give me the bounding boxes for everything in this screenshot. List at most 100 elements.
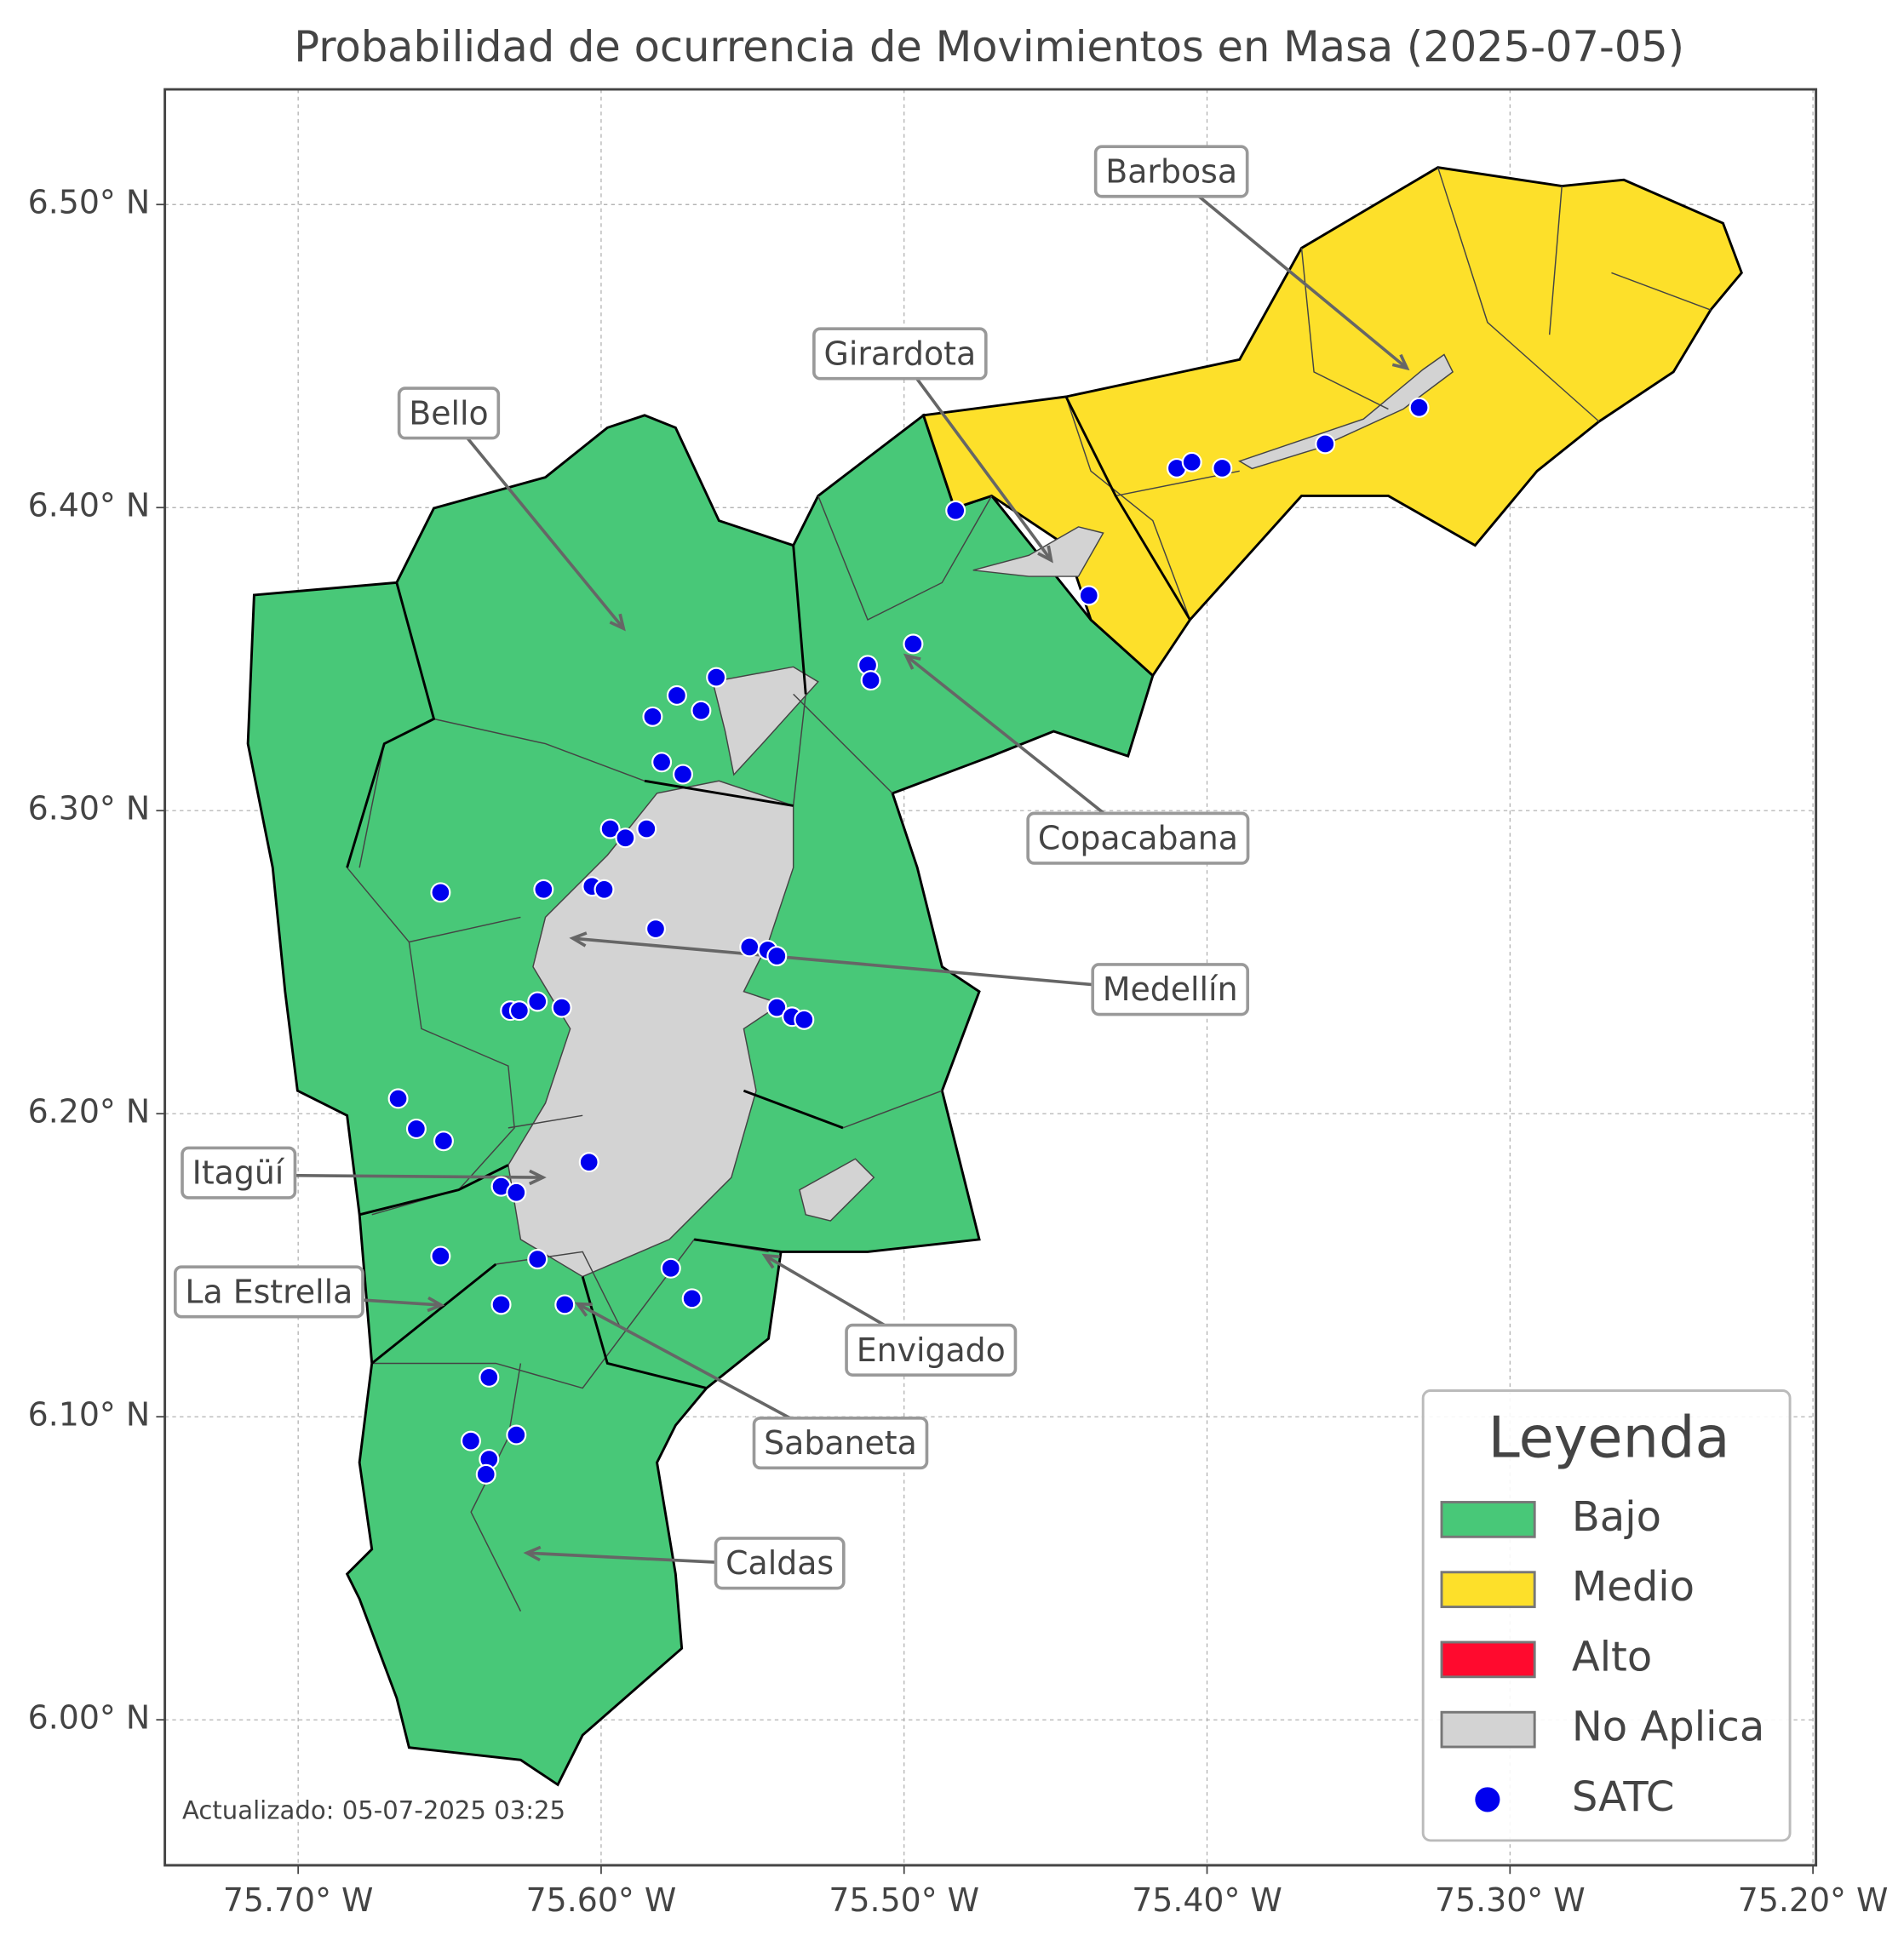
legend: Leyenda Bajo Medio Alto No Aplica SATC bbox=[1421, 1389, 1792, 1842]
satc-point bbox=[460, 1430, 481, 1451]
arrow-head bbox=[761, 1253, 780, 1269]
satc-point bbox=[691, 700, 712, 721]
legend-label: SATC bbox=[1572, 1773, 1675, 1821]
satc-point bbox=[766, 997, 788, 1018]
satc-point bbox=[1181, 451, 1202, 472]
annotation-label: La Estrella bbox=[185, 1273, 353, 1310]
satc-point bbox=[551, 997, 572, 1018]
annotation: Caldas bbox=[523, 1537, 846, 1590]
satc-point bbox=[1212, 457, 1233, 478]
x-tick-label: 75.20° W bbox=[1738, 1881, 1889, 1919]
satc-point bbox=[527, 1249, 548, 1270]
annotation: Copacabana bbox=[903, 653, 1250, 865]
annotation-label: Caldas bbox=[725, 1544, 834, 1582]
annotation-label: Copacabana bbox=[1038, 820, 1238, 857]
satc-point bbox=[666, 684, 687, 706]
satc-point bbox=[430, 882, 451, 903]
annotation: Sabaneta bbox=[574, 1302, 929, 1470]
arrow-head bbox=[569, 931, 588, 948]
update-note: Actualizado: 05-07-2025 03:25 bbox=[182, 1795, 565, 1824]
satc-point bbox=[860, 670, 881, 691]
satc-point bbox=[506, 1182, 527, 1203]
region-no-aplica bbox=[972, 526, 1104, 577]
legend-swatch bbox=[1440, 1501, 1536, 1538]
satc-point bbox=[945, 500, 966, 521]
y-tick-label: 6.20° N bbox=[28, 1093, 150, 1131]
y-tick-label: 6.50° N bbox=[28, 184, 150, 221]
satc-point bbox=[508, 1000, 530, 1022]
annotation: Barbosa bbox=[1093, 145, 1410, 371]
arrow-head bbox=[523, 1545, 542, 1562]
map-title: Probabilidad de ocurrencia de Movimiento… bbox=[294, 22, 1684, 72]
legend-marker bbox=[1475, 1787, 1500, 1812]
region-no-aplica bbox=[1238, 353, 1454, 470]
y-tick-label: 6.40° N bbox=[28, 487, 150, 524]
region-no-aplica bbox=[799, 1158, 875, 1222]
region-no-aplica bbox=[508, 780, 794, 1278]
annotation: Girardota bbox=[812, 327, 1053, 564]
x-tick-label: 75.60° W bbox=[526, 1881, 677, 1919]
satc-point bbox=[475, 1463, 496, 1485]
annotation-label: Envigado bbox=[857, 1331, 1006, 1369]
y-tick-label: 6.30° N bbox=[28, 790, 150, 827]
satc-point bbox=[554, 1294, 576, 1315]
satc-point bbox=[794, 1009, 815, 1030]
annotation-arrow bbox=[1170, 172, 1408, 369]
annotation-box bbox=[752, 1416, 929, 1470]
x-tick-label: 75.70° W bbox=[223, 1881, 374, 1919]
annotation: Envigado bbox=[761, 1253, 1018, 1377]
annotation: Itagüí bbox=[181, 1146, 547, 1200]
annotation-arrow bbox=[447, 414, 625, 630]
legend-swatch bbox=[1440, 1571, 1536, 1608]
satc-point bbox=[651, 752, 673, 773]
x-tick-label: 75.30° W bbox=[1435, 1881, 1586, 1919]
satc-point bbox=[645, 919, 666, 940]
satc-point bbox=[599, 818, 621, 839]
axes: 75.70° W 75.60° W 75.50° W 75.40° W 75.30° W… bbox=[28, 184, 1889, 1919]
arrow-head bbox=[1391, 353, 1410, 371]
annotation-arrow bbox=[572, 936, 1171, 993]
satc-point bbox=[506, 1424, 527, 1446]
arrow-head bbox=[427, 1296, 445, 1313]
satc-points bbox=[387, 397, 1430, 1485]
annotation: Medellín bbox=[569, 931, 1250, 1016]
annotation-label: Bello bbox=[409, 394, 488, 432]
satc-point bbox=[766, 946, 788, 967]
satc-point bbox=[660, 1257, 681, 1279]
satc-point bbox=[533, 879, 554, 900]
annotation-arrow bbox=[905, 654, 1139, 842]
annotation-box bbox=[173, 1265, 364, 1319]
y-tick-label: 6.00° N bbox=[28, 1699, 150, 1737]
annotation-box bbox=[1026, 811, 1250, 865]
annotation-label: Barbosa bbox=[1105, 152, 1237, 190]
satc-point bbox=[1408, 397, 1430, 418]
satc-point bbox=[594, 879, 615, 900]
satc-point bbox=[527, 991, 548, 1012]
satc-point bbox=[490, 1294, 512, 1315]
annotation-box bbox=[812, 327, 988, 381]
legend-label: Alto bbox=[1572, 1633, 1652, 1680]
annotation-label: Sabaneta bbox=[764, 1424, 917, 1462]
satc-point bbox=[578, 1152, 599, 1173]
legend-label: No Aplica bbox=[1572, 1703, 1764, 1751]
annotations: Barbosa Girardota Bello Copacabana Medellín I… bbox=[173, 145, 1410, 1590]
plot-frame bbox=[163, 88, 1818, 1867]
satc-point bbox=[430, 1245, 451, 1267]
satc-point bbox=[387, 1088, 409, 1109]
satc-point bbox=[672, 764, 694, 785]
annotation-box bbox=[397, 386, 501, 440]
annotation-arrow bbox=[898, 354, 1052, 562]
x-tick-label: 75.40° W bbox=[1132, 1881, 1282, 1919]
annotation-box bbox=[181, 1146, 297, 1200]
annotation-box bbox=[845, 1323, 1018, 1377]
satc-point bbox=[1078, 585, 1099, 606]
annotation-box bbox=[1093, 145, 1249, 198]
legend-title: Leyenda bbox=[1488, 1405, 1729, 1471]
legend-label: Medio bbox=[1572, 1563, 1695, 1611]
satc-point bbox=[479, 1366, 500, 1388]
satc-point bbox=[642, 706, 663, 727]
legend-swatch bbox=[1440, 1710, 1536, 1749]
satc-point bbox=[903, 633, 924, 655]
satc-point bbox=[681, 1288, 703, 1309]
